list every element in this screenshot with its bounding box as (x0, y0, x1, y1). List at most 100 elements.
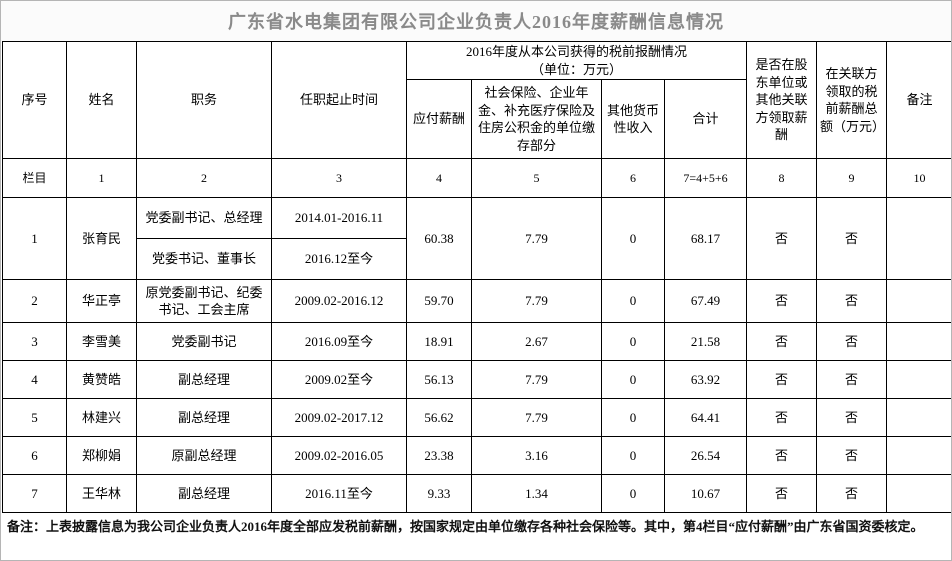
column-index-row: 栏目 1 2 3 4 5 6 7=4+5+6 8 9 10 (2, 158, 951, 199)
cell-name: 郑柳娟 (66, 436, 137, 476)
index-10: 10 (886, 158, 951, 199)
cell-remark (886, 474, 951, 514)
cell-insurance: 3.16 (471, 436, 602, 476)
cell-related: 否 (746, 197, 818, 281)
cell-tenure: 2016.12至今 (271, 238, 407, 281)
cell-other-income: 0 (601, 398, 665, 438)
cell-tenure: 2016.11至今 (271, 474, 407, 514)
cell-seq: 6 (2, 436, 67, 476)
cell-name: 王华林 (66, 474, 137, 514)
cell-remark (886, 279, 951, 324)
header-insurance: 社会保险、企业年金、补充医疗保险及住房公积金的单位缴存部分 (471, 79, 602, 160)
header-remark: 备注 (886, 40, 951, 160)
header-tenure: 任职起止时间 (271, 40, 407, 160)
header-related-amount: 在关联方领取的税前薪酬总额（万元） (816, 40, 888, 160)
header-other-income: 其他货币性收入 (601, 79, 665, 160)
cell-total: 63.92 (663, 360, 748, 400)
header-related-party: 是否在股东单位或其他关联方领取薪酬 (746, 40, 818, 160)
cell-payable: 59.70 (406, 279, 472, 324)
cell-position: 原副总经理 (136, 436, 272, 476)
cell-related-amount: 否 (816, 436, 888, 476)
cell-remark (886, 322, 951, 362)
header-name: 姓名 (66, 40, 137, 160)
cell-total: 68.17 (663, 197, 748, 281)
table-row: 7 王华林 副总经理 2016.11至今 9.33 1.34 0 10.67 否… (2, 474, 951, 514)
header-group-pretax: 2016年度从本公司获得的税前报酬情况 （单位：万元） (405, 40, 748, 81)
cell-related: 否 (746, 360, 818, 400)
cell-name: 黄赞皓 (66, 360, 137, 400)
cell-seq: 2 (2, 279, 67, 324)
index-8: 8 (746, 158, 818, 199)
cell-remark (886, 436, 951, 476)
cell-tenure: 2014.01-2016.11 (271, 197, 407, 240)
cell-payable: 56.13 (406, 360, 472, 400)
index-2: 2 (136, 158, 272, 199)
cell-payable: 9.33 (406, 474, 472, 514)
cell-tenure: 2009.02-2017.12 (271, 398, 407, 438)
cell-name: 华正亭 (66, 279, 137, 324)
cell-other-income: 0 (601, 279, 665, 324)
cell-other-income: 0 (601, 322, 665, 362)
cell-insurance: 7.79 (471, 360, 602, 400)
index-5: 5 (471, 158, 602, 199)
index-label: 栏目 (2, 158, 67, 199)
cell-total: 64.41 (663, 398, 748, 438)
cell-payable: 18.91 (406, 322, 472, 362)
header-seq: 序号 (2, 40, 67, 160)
cell-total: 26.54 (663, 436, 748, 476)
cell-related-amount: 否 (816, 279, 888, 324)
table-row-term2: 党委书记、董事长 2016.12至今 (3, 238, 952, 281)
cell-insurance: 2.67 (471, 322, 602, 362)
header-payable: 应付薪酬 (406, 79, 472, 160)
cell-seq: 4 (2, 360, 67, 400)
cell-related: 否 (746, 322, 818, 362)
cell-tenure: 2009.02至今 (271, 360, 407, 400)
table-row: 4 黄赞皓 副总经理 2009.02至今 56.13 7.79 0 63.92 … (2, 360, 951, 400)
cell-insurance: 1.34 (471, 474, 602, 514)
cell-remark (886, 197, 951, 281)
cell-tenure: 2016.09至今 (271, 322, 407, 362)
header-row-sub: 应付薪酬 社会保险、企业年金、补充医疗保险及住房公积金的单位缴存部分 其他货币性… (3, 79, 952, 160)
cell-related: 否 (746, 436, 818, 476)
index-1: 1 (66, 158, 137, 199)
cell-related-amount: 否 (816, 197, 888, 281)
cell-name: 李雪美 (66, 322, 137, 362)
cell-name: 张育民 (66, 197, 137, 281)
cell-related: 否 (746, 474, 818, 514)
cell-related: 否 (746, 279, 818, 324)
cell-tenure: 2009.02-2016.05 (271, 436, 407, 476)
cell-insurance: 7.79 (471, 197, 602, 281)
index-9: 9 (816, 158, 888, 199)
cell-position: 副总经理 (136, 398, 272, 438)
header-row-group: 序号 姓名 职务 任职起止时间 2016年度从本公司获得的税前报酬情况 （单位：… (2, 40, 951, 160)
cell-total: 67.49 (663, 279, 748, 324)
cell-other-income: 0 (601, 474, 665, 514)
cell-other-income: 0 (601, 197, 665, 281)
table-row: 3 李雪美 党委副书记 2016.09至今 18.91 2.67 0 21.58… (2, 322, 951, 362)
index-6: 6 (601, 158, 665, 199)
cell-payable: 60.38 (406, 197, 472, 281)
cell-payable: 23.38 (406, 436, 472, 476)
title-bar: 广东省水电集团有限公司企业负责人2016年度薪酬信息情况 (1, 1, 951, 41)
cell-related-amount: 否 (816, 322, 888, 362)
cell-name: 林建兴 (66, 398, 137, 438)
cell-position: 副总经理 (136, 474, 272, 514)
cell-remark (886, 398, 951, 438)
cell-position: 党委书记、董事长 (136, 238, 272, 281)
cell-position: 原党委副书记、纪委书记、工会主席 (136, 279, 272, 324)
footnote: 备注：上表披露信息为我公司企业负责人2016年度全部应发税前薪酬，按国家规定由单… (7, 519, 924, 535)
cell-other-income: 0 (601, 360, 665, 400)
cell-position: 副总经理 (136, 360, 272, 400)
cell-position: 党委副书记、总经理 (136, 197, 272, 240)
cell-seq: 1 (2, 197, 67, 281)
cell-seq: 7 (2, 474, 67, 514)
cell-remark (886, 360, 951, 400)
cell-seq: 3 (2, 322, 67, 362)
header-position: 职务 (136, 40, 272, 160)
index-7: 7=4+5+6 (663, 158, 748, 199)
cell-related-amount: 否 (816, 398, 888, 438)
table-row: 1 张育民 党委副书记、总经理 2014.01-2016.11 60.38 7.… (2, 197, 951, 281)
cell-related-amount: 否 (816, 474, 888, 514)
cell-tenure: 2009.02-2016.12 (271, 279, 407, 324)
